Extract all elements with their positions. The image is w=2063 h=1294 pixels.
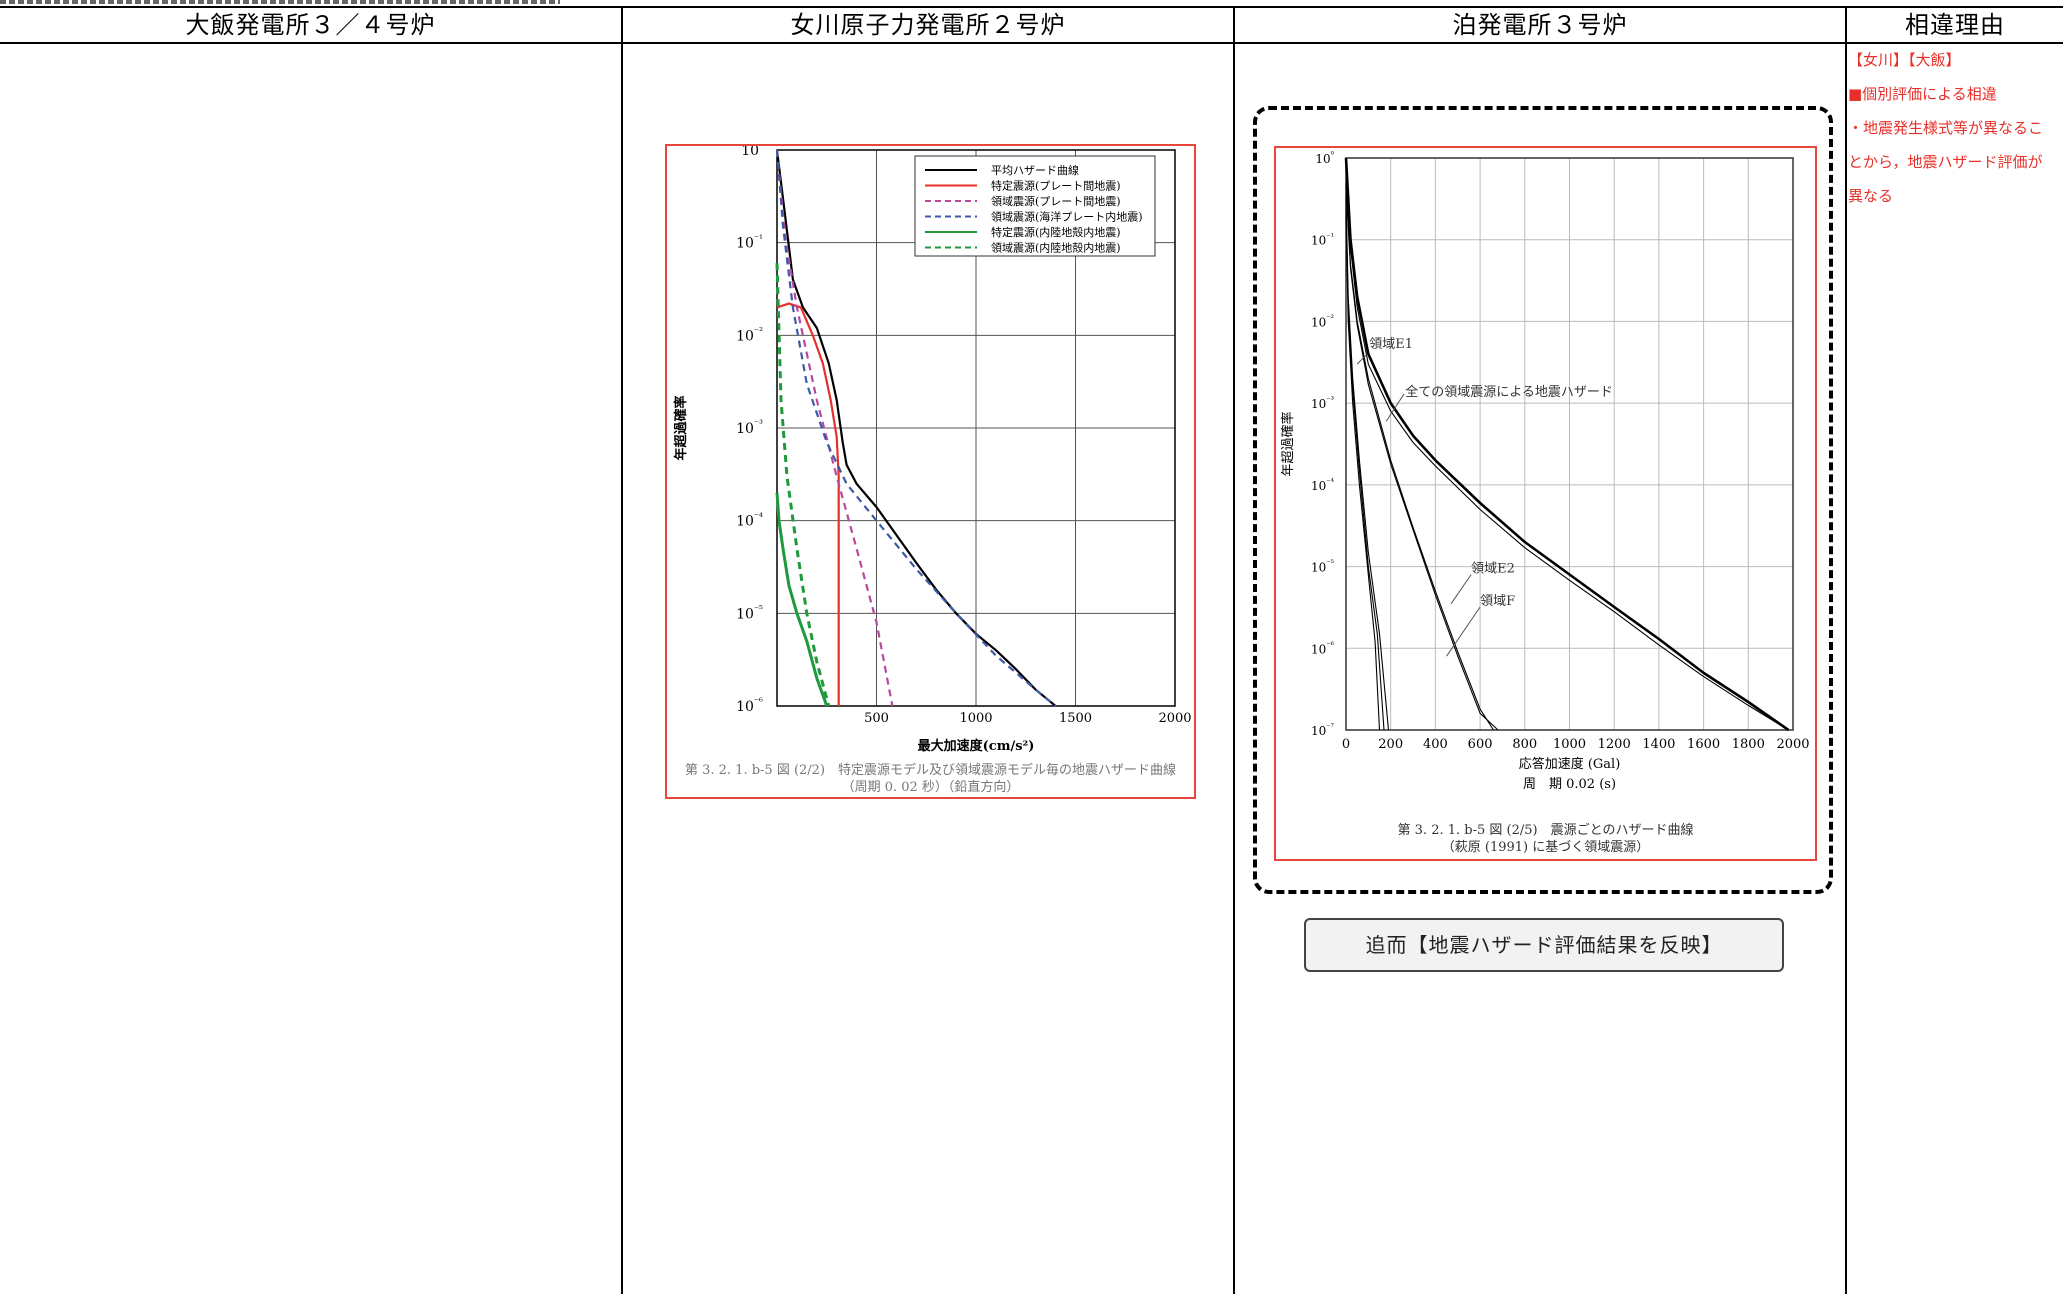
column-divider-3: [1845, 6, 1847, 1294]
tomari-annotation-e2: 領域E2: [1471, 560, 1515, 576]
tomari-series-line-5: [1345, 200, 1385, 731]
tomari-series-line-0: [1344, 157, 1790, 732]
tomari-y-tick-label: 10⁻⁵: [1311, 558, 1335, 574]
onagawa-y-tick-label: 10⁻⁵: [736, 604, 763, 622]
tomari-series-line-1: [1345, 161, 1789, 731]
tomari-x-tick-label: 1800: [1732, 737, 1765, 752]
onagawa-series-line-0: [775, 149, 1057, 707]
tomari-y-tick-label: 10⁻⁴: [1311, 476, 1335, 492]
tomari-dashed-outline: [1253, 106, 1833, 894]
tomari-x-axis-label: 応答加速度 (Gal): [1519, 756, 1621, 772]
onagawa-series-line-3: [775, 149, 1057, 707]
tomari-series-line-6: [1345, 195, 1390, 731]
tomari-y-tick-label: 10⁻⁷: [1311, 722, 1335, 738]
tomari-series-line-3: [1345, 186, 1499, 731]
tomari-caption-line2: （萩原 (1991) に基づく領域震源）: [1441, 840, 1650, 855]
tomari-x-tick-label: 0: [1342, 737, 1350, 752]
hazard-result-pending-button[interactable]: 追而【地震ハザード評価結果を反映】: [1304, 918, 1784, 972]
onagawa-x-tick-label: 1500: [1059, 711, 1092, 726]
reason-line-2: ■個別評価による相違: [1848, 85, 1997, 103]
onagawa-y-tick-label: 10⁻⁴: [736, 511, 763, 529]
table-header-border: [0, 42, 2063, 44]
tomari-annotation-leader: [1385, 393, 1405, 422]
onagawa-y-tick-label: 10⁻²: [736, 326, 763, 344]
reason-line-5: 異なる: [1848, 187, 1894, 205]
tomari-y-tick-label: 10⁻³: [1311, 395, 1334, 411]
tomari-y-tick-label: 10⁻²: [1311, 313, 1334, 329]
onagawa-series-line-5: [775, 263, 831, 707]
tomari-y-axis-label: 年超過確率: [1280, 411, 1296, 476]
onagawa-y-axis-label: 年超過確率: [673, 395, 689, 460]
onagawa-y-tick-label: 10⁻⁶: [736, 697, 763, 715]
column-header-onagawa: 女川原子力発電所２号炉: [790, 11, 1066, 39]
onagawa-caption-line1: 第 3. 2. 1. b-5 図 (2/2) 特定震源モデル及び領域震源モデル毎…: [684, 763, 1177, 778]
onagawa-y-tick-label: 10⁰: [741, 146, 763, 159]
onagawa-legend-label: 平均ハザード曲線: [991, 163, 1079, 177]
table-top-border: [0, 6, 2063, 8]
tomari-hazard-chart: 0 200 400 600 800 1000 1200 1400 1600 1800 2000 10⁰…: [1280, 150, 1810, 792]
onagawa-legend-label: 特定震源(プレート間地震): [991, 179, 1121, 193]
tomari-annotation-all: 全ての領域震源による地震ハザード: [1405, 384, 1613, 400]
reason-line-3: ・地震発生様式等が異なるこ: [1848, 119, 2044, 137]
tomari-x-tick-label: 200: [1378, 737, 1403, 752]
tomari-annotation-leader: [1450, 574, 1472, 605]
onagawa-y-tick-label: 10⁻³: [736, 419, 763, 437]
tomari-figure-frame: [1274, 146, 1817, 861]
tomari-caption-line1: 第 3. 2. 1. b-5 図 (2/5) 震源ごとのハザード曲線: [1397, 823, 1694, 838]
onagawa-figure-frame: [665, 144, 1196, 799]
tomari-plot-area: [1345, 157, 1794, 731]
onagawa-plot-area: [776, 149, 1176, 707]
tomari-period-label: 周 期 0.02 (s): [1523, 777, 1616, 792]
onagawa-series-line-4: [775, 492, 829, 707]
tomari-annotation-leader: [1356, 353, 1368, 365]
onagawa-x-axis-label: 最大加速度(cm/s²): [918, 738, 1035, 754]
onagawa-series-line-2: [775, 149, 894, 707]
column-header-reason: 相違理由: [1905, 11, 2005, 39]
reason-line-4: とから，地震ハザード評価が: [1848, 153, 2043, 171]
tomari-x-tick-label: 1400: [1642, 737, 1675, 752]
tomari-x-tick-label: 800: [1512, 737, 1537, 752]
onagawa-series-line-1: [776, 302, 840, 706]
onagawa-caption-line2: （周期 0. 02 秒）（鉛直方向）: [841, 780, 1020, 795]
onagawa-x-tick-label: 1000: [959, 711, 992, 726]
reason-line-1: 【女川】【大飯】: [1848, 51, 1961, 69]
onagawa-legend-label: 領域震源(海洋プレート内地震): [991, 210, 1143, 224]
tomari-annotation-leader: [1446, 606, 1481, 657]
onagawa-hazard-chart: 500 1000 1500 2000 10⁰ 10⁻¹ 10⁻² 10⁻³ 10⁻⁴ 10⁻⁵ 10…: [673, 146, 1192, 754]
tomari-x-tick-label: 1200: [1598, 737, 1631, 752]
tomari-x-tick-label: 2000: [1776, 737, 1809, 752]
tomari-y-tick-label: 10⁻¹: [1311, 231, 1334, 247]
tomari-x-tick-label: 1000: [1553, 737, 1586, 752]
column-divider-1: [621, 6, 623, 1294]
column-divider-2: [1233, 6, 1235, 1294]
onagawa-legend-label: 領域震源(プレート間地震): [991, 194, 1121, 208]
onagawa-legend-label: 領域震源(内陸地殻内地震): [991, 241, 1121, 255]
tomari-annotation-e1: 領域E1: [1369, 336, 1413, 352]
tomari-annotation-f: 領域F: [1480, 593, 1515, 609]
onagawa-x-tick-label: 500: [864, 711, 889, 726]
tomari-y-tick-label: 10⁻⁶: [1311, 640, 1335, 656]
onagawa-x-tick-label: 2000: [1158, 711, 1191, 726]
tomari-series-line-4: [1345, 215, 1381, 731]
top-clipped-text: [0, 0, 560, 4]
column-header-tomari: 泊発電所３号炉: [1452, 11, 1628, 39]
onagawa-legend-box: [914, 155, 1156, 257]
tomari-x-tick-label: 600: [1468, 737, 1493, 752]
onagawa-legend-label: 特定震源(内陸地殻内地震): [991, 225, 1121, 239]
tomari-x-tick-label: 400: [1423, 737, 1448, 752]
column-header-ohi: 大飯発電所３／４号炉: [185, 11, 436, 39]
tomari-y-tick-label: 10⁰: [1315, 150, 1334, 166]
onagawa-y-tick-label: 10⁻¹: [736, 233, 763, 251]
tomari-x-tick-label: 1600: [1687, 737, 1720, 752]
